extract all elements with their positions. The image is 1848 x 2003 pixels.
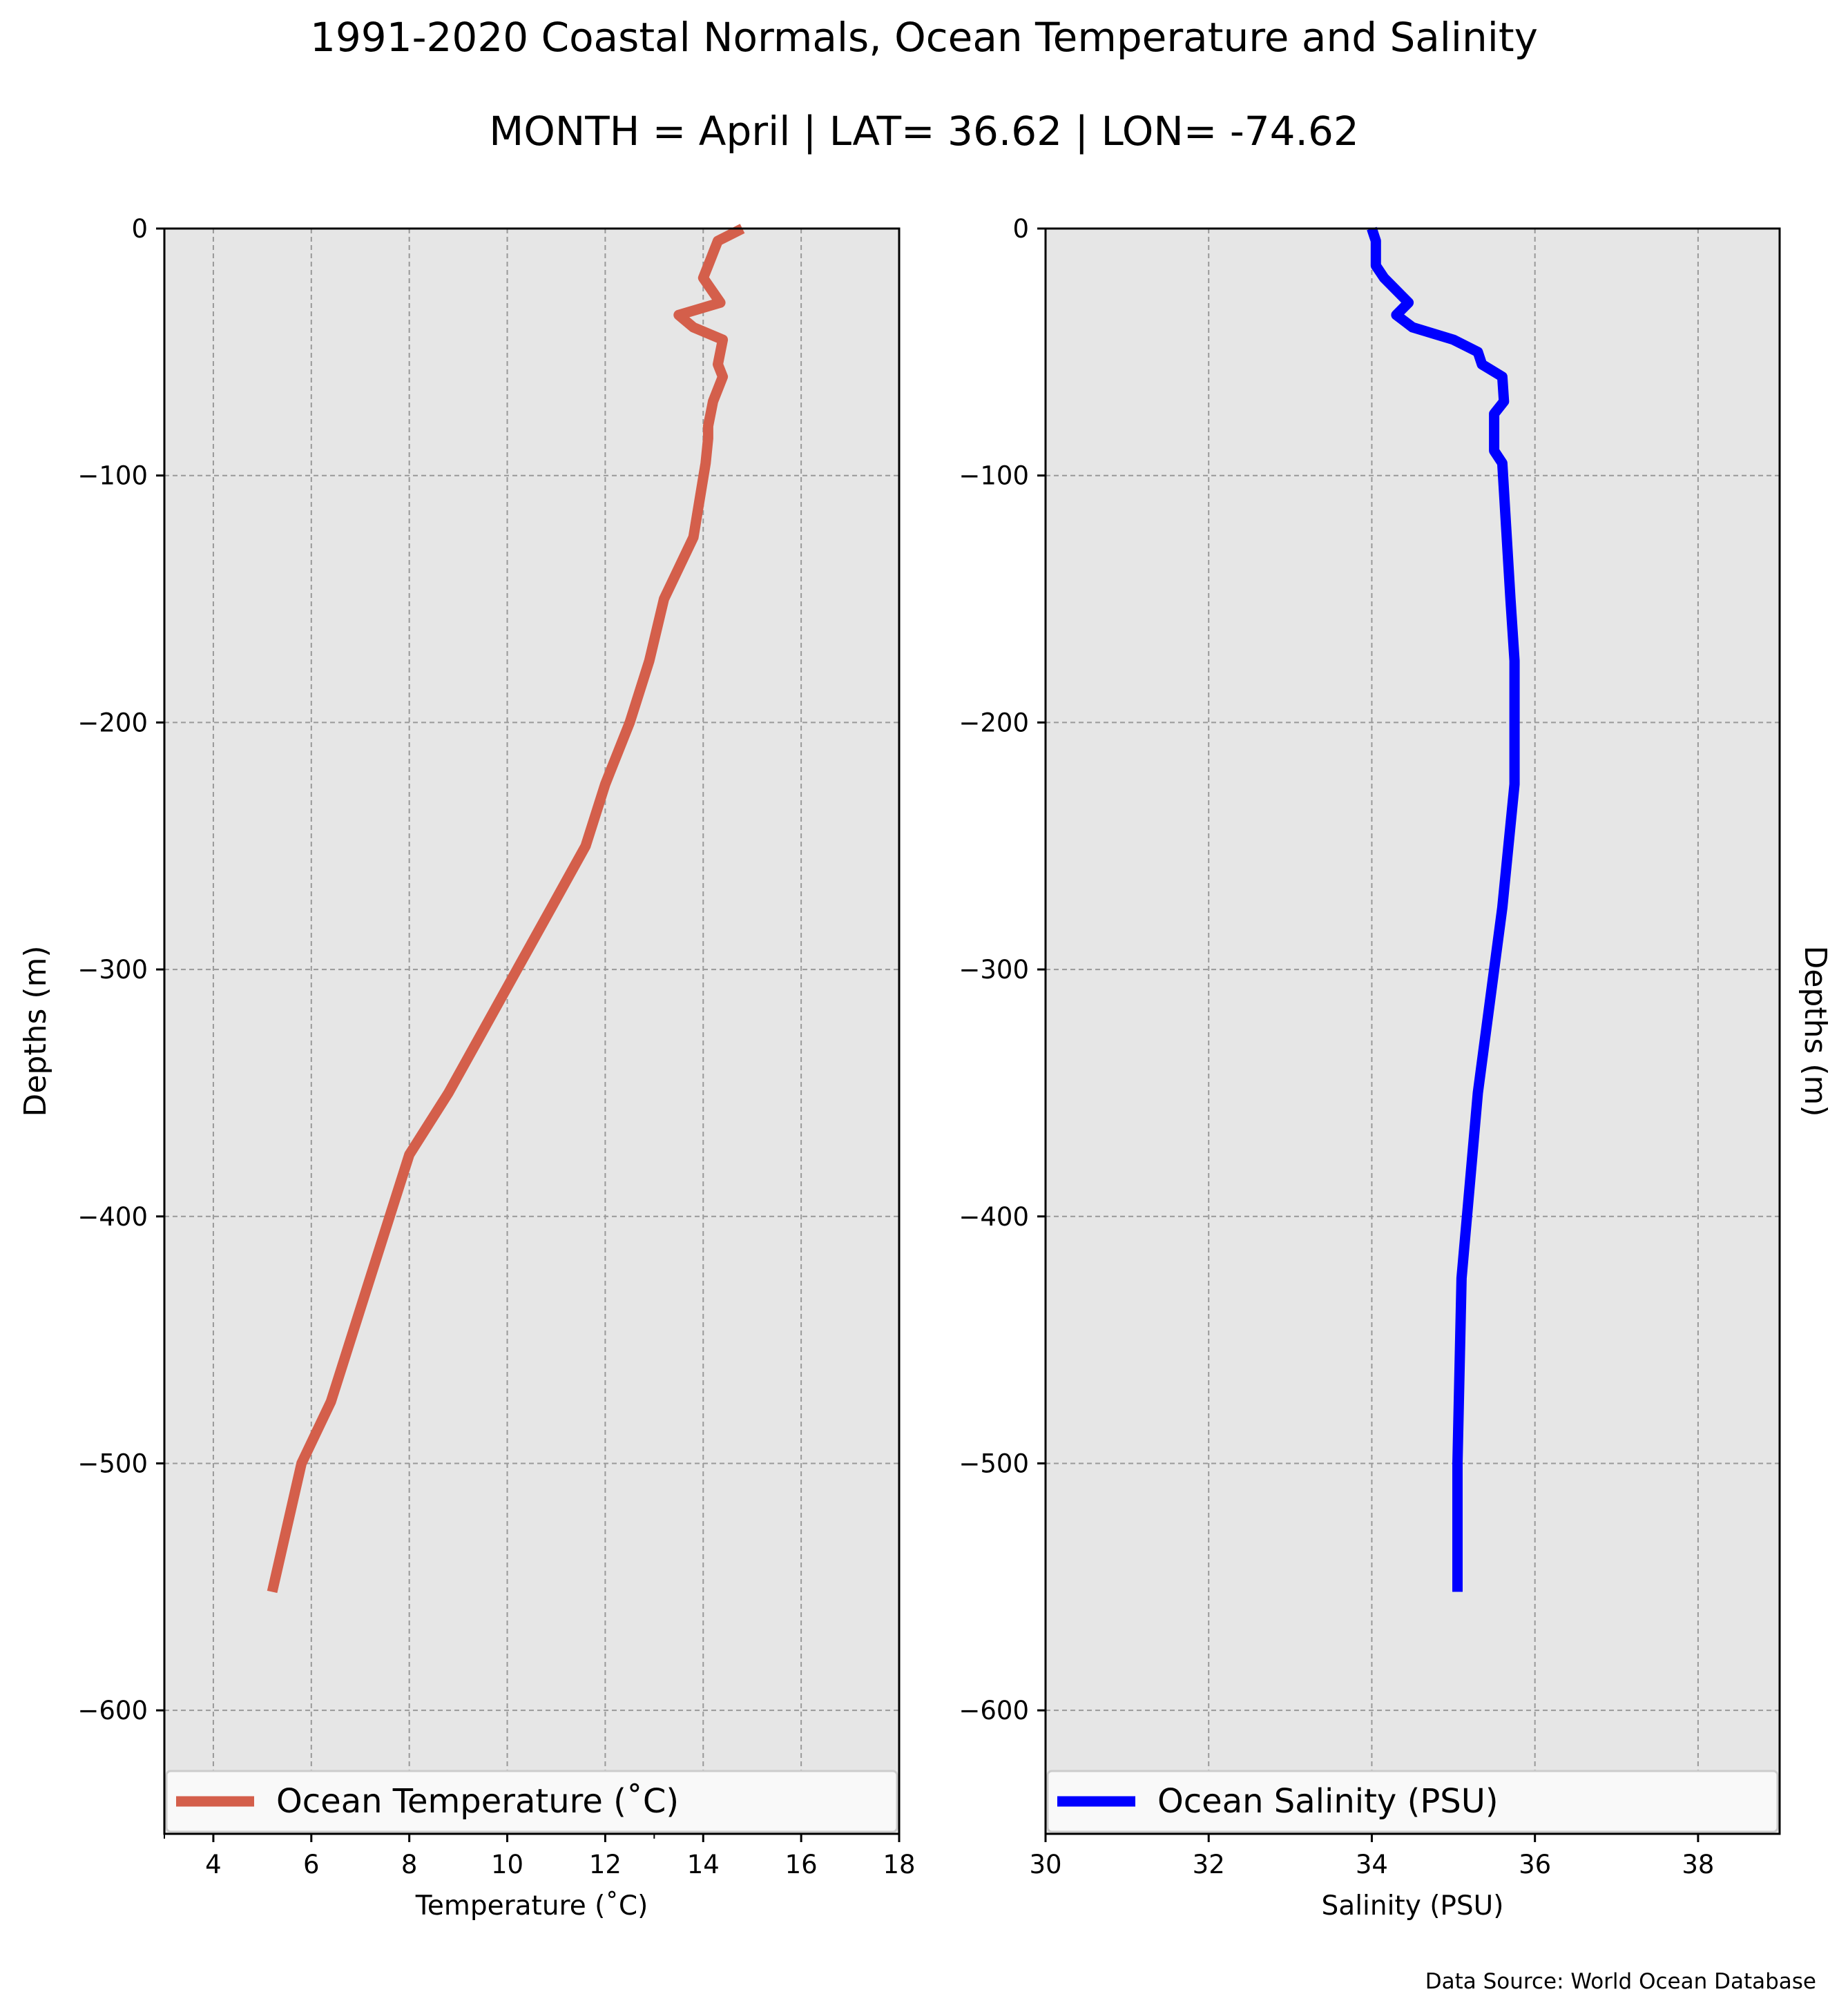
series-line-0	[1367, 226, 1520, 1592]
x-tick-label: 30	[1029, 1850, 1061, 1879]
x-tick-label: 14	[687, 1850, 720, 1879]
x-tick-label: 38	[1682, 1850, 1714, 1879]
x-tick-label: 34	[1356, 1850, 1388, 1879]
y-tick-label: 0	[1012, 214, 1029, 244]
axes-frame	[1044, 227, 1781, 1835]
y-tick-label: −500	[959, 1449, 1029, 1478]
chart-panel-temperature: Ocean Temperature (˚C) 4 6 8 10 12 14 16 18 0 −100…	[18, 214, 916, 1922]
y-tick-label: 0	[131, 214, 148, 244]
legend-label: Ocean Salinity (PSU)	[1157, 1782, 1499, 1821]
y-axis-label: Depths (m)	[1798, 945, 1833, 1116]
y-tick-label: −200	[77, 708, 148, 737]
plot-area-background	[1046, 229, 1780, 1834]
legend-box	[1046, 1770, 1779, 1833]
x-axis-label: Salinity (PSU)	[1322, 1890, 1504, 1922]
chart-title: 1991-2020 Coastal Normals, Ocean Tempera…	[310, 14, 1538, 61]
x-tick-label: 8	[401, 1850, 418, 1879]
chart-panel-salinity: Ocean Salinity (PSU) 30 32 34 36 38 0 −100 −200 −…	[959, 214, 1833, 1922]
chart-subtitle: MONTH = April | LAT= 36.62 | LON= -74.62	[489, 108, 1359, 155]
y-axis-label: Depths (m)	[18, 945, 53, 1116]
y-tick-label: −400	[77, 1202, 148, 1232]
y-tick-label: −100	[77, 461, 148, 491]
y-tick-label: −300	[77, 955, 148, 985]
x-tick-label: 32	[1193, 1850, 1225, 1879]
y-tick-label: −200	[959, 708, 1029, 737]
legend-label: Ocean Temperature (˚C)	[276, 1782, 679, 1821]
x-tick-label: 18	[883, 1850, 915, 1879]
x-axis-label: Temperature (˚C)	[415, 1890, 648, 1922]
x-tick-label: 12	[589, 1850, 622, 1879]
x-tick-label: 10	[491, 1850, 523, 1879]
y-tick-label: −300	[959, 955, 1029, 985]
y-tick-label: −600	[77, 1696, 148, 1725]
x-tick-label: 6	[303, 1850, 320, 1879]
plot-panels: Ocean Temperature (˚C) 4 6 8 10 12 14 16 18 0 −100…	[18, 214, 1833, 1922]
x-tick-label: 4	[205, 1850, 222, 1879]
y-tick-label: −400	[959, 1202, 1029, 1232]
data-source-note: Data Source: World Ocean Database	[1425, 1969, 1816, 1994]
legend-box	[165, 1770, 898, 1833]
axes-frame	[163, 227, 901, 1835]
plot-area-background	[164, 229, 899, 1834]
x-tick-label: 36	[1519, 1850, 1551, 1879]
y-tick-label: −600	[959, 1696, 1029, 1725]
y-tick-label: −500	[77, 1449, 148, 1478]
y-tick-label: −100	[959, 461, 1029, 491]
x-tick-label: 16	[785, 1850, 818, 1879]
